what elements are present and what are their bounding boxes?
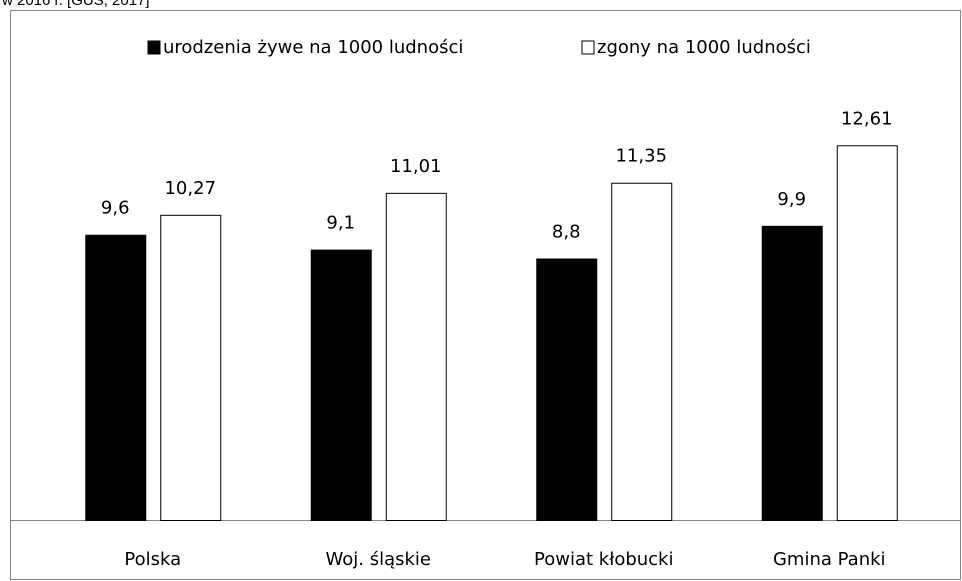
data-label: 8,8 (552, 222, 581, 243)
bar (761, 225, 823, 521)
caption: w 2016 r. [GUS, 2017] (1, 0, 150, 9)
data-label: 12,61 (841, 108, 893, 129)
data-label: 10,27 (164, 178, 216, 199)
data-label: 9,6 (101, 198, 130, 219)
data-label: 9,9 (777, 189, 806, 210)
x-tick-label: Polska (124, 549, 181, 570)
bar (836, 145, 898, 521)
legend-swatch (147, 40, 161, 55)
legend-label: zgony na 1000 ludności (597, 37, 811, 58)
legend-label: urodzenia żywe na 1000 ludności (163, 37, 463, 58)
bar (160, 214, 222, 521)
bar (310, 249, 372, 521)
x-tick-label: Woj. śląskie (326, 549, 432, 570)
x-tick-label: Gmina Panki (773, 549, 886, 570)
bar (85, 234, 147, 521)
bar (611, 182, 673, 521)
legend-swatch (581, 40, 595, 55)
data-label: 9,1 (326, 213, 355, 234)
data-label: 11,01 (390, 156, 442, 177)
x-tick-label: Powiat kłobucki (534, 549, 673, 570)
data-label: 11,35 (615, 146, 667, 167)
bar (385, 192, 447, 522)
bar (536, 258, 598, 521)
